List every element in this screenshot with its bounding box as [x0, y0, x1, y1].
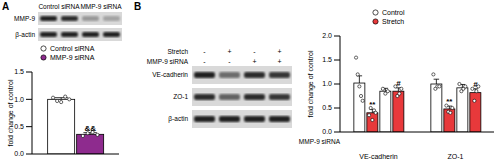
html-text:MMP-9 siRNA: MMP-9 siRNA — [298, 138, 340, 145]
svg-text:MMP-9 siRNA: MMP-9 siRNA — [147, 58, 189, 65]
svg-text:ZO-1: ZO-1 — [448, 153, 464, 160]
html-text:MMP-9 siRNA: MMP-9 siRNA — [50, 54, 95, 61]
svg-text:-: - — [203, 58, 206, 65]
svg-text:0.0: 0.0 — [322, 128, 332, 135]
svg-text:1.5: 1.5 — [322, 56, 332, 63]
svg-text:+: + — [277, 48, 281, 55]
svg-text:fold change of control: fold change of control — [307, 50, 315, 117]
svg-text:B: B — [134, 1, 141, 12]
svg-text:fold change of control: fold change of control — [8, 79, 15, 146]
svg-text:1.0: 1.0 — [14, 96, 24, 103]
html-text:Control: Control — [382, 9, 405, 16]
html-text:Stretch: Stretch — [382, 18, 405, 25]
svg-text:#: # — [473, 80, 478, 89]
svg-text:**: ** — [446, 97, 453, 106]
svg-text:0.5: 0.5 — [322, 104, 332, 111]
svg-text:**: ** — [369, 100, 376, 109]
svg-text:MMP-9: MMP-9 — [14, 15, 35, 22]
svg-text:+: + — [252, 58, 256, 65]
svg-text:0.0: 0.0 — [14, 150, 24, 157]
svg-text:-: - — [228, 58, 231, 65]
svg-text:Control siRNA: Control siRNA — [38, 3, 80, 10]
svg-text:&&: && — [84, 124, 96, 133]
svg-text:-: - — [253, 48, 256, 55]
svg-text:β-actin: β-actin — [168, 115, 188, 123]
svg-text:MMP-9 siRNA: MMP-9 siRNA — [80, 3, 122, 10]
svg-text:0.5: 0.5 — [14, 123, 24, 130]
svg-text:β-actin: β-actin — [15, 31, 35, 39]
svg-text:A: A — [8, 1, 9, 12]
svg-text:Stretch: Stretch — [167, 48, 188, 55]
svg-text:1.0: 1.0 — [322, 80, 332, 87]
svg-text:#: # — [396, 79, 401, 88]
svg-text:ZO-1: ZO-1 — [173, 93, 188, 100]
svg-text:VE-cadherin: VE-cadherin — [152, 71, 188, 78]
svg-text:-: - — [203, 48, 206, 55]
svg-text:VE-cadherin: VE-cadherin — [359, 153, 398, 160]
svg-text:1.5: 1.5 — [14, 68, 24, 75]
html-text:Control siRNA: Control siRNA — [50, 45, 95, 52]
svg-text:+: + — [277, 58, 281, 65]
svg-text:2.0: 2.0 — [322, 32, 332, 39]
svg-text:+: + — [227, 48, 231, 55]
